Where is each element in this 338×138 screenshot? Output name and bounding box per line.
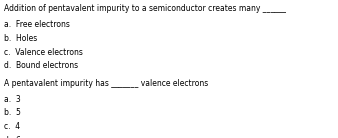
Text: a.  3: a. 3 <box>4 95 21 104</box>
Text: d.  Bound electrons: d. Bound electrons <box>4 61 78 70</box>
Text: c.  Valence electrons: c. Valence electrons <box>4 48 83 57</box>
Text: a.  Free electrons: a. Free electrons <box>4 20 70 29</box>
Text: b.  5: b. 5 <box>4 108 21 117</box>
Text: d.  6: d. 6 <box>4 136 21 138</box>
Text: A pentavalent impurity has _______ valence electrons: A pentavalent impurity has _______ valen… <box>4 79 208 88</box>
Text: c.  4: c. 4 <box>4 122 20 131</box>
Text: Addition of pentavalent impurity to a semiconductor creates many ______: Addition of pentavalent impurity to a se… <box>4 4 286 13</box>
Text: b.  Holes: b. Holes <box>4 34 37 43</box>
